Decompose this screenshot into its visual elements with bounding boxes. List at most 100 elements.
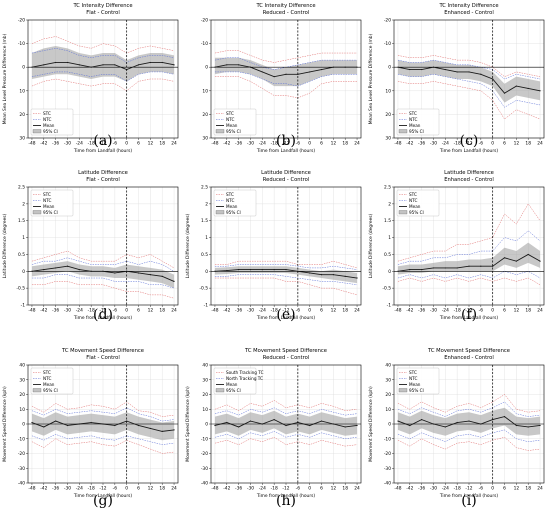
y-tick-label: 40: [19, 363, 25, 369]
mean-point: [55, 267, 57, 269]
mean-point: [273, 76, 275, 78]
legend-label: 95% CI: [43, 210, 58, 215]
x-tick-label: 24: [171, 141, 177, 147]
mean-point: [137, 272, 140, 274]
mean-point: [503, 257, 506, 259]
x-axis-label: Time from Landfall (hours): [73, 315, 133, 321]
y-tick-label: -1: [21, 303, 26, 309]
y-axis-label: Movement Speed Difference (kph): [368, 386, 374, 462]
legend-swatch: [32, 210, 42, 215]
ci-band: [397, 60, 541, 103]
y-tick-label: 30: [19, 377, 25, 383]
y-tick-label: -40: [18, 481, 25, 487]
y-tick-label: 2: [205, 201, 208, 207]
y-tick-label: 0: [388, 269, 391, 275]
mean-point: [173, 280, 175, 282]
ntc-series-lower: [31, 71, 175, 82]
x-tick-label: -48: [211, 486, 218, 492]
y-tick-label: -40: [201, 481, 208, 487]
y-tick-label: 10: [202, 407, 208, 413]
chart-subtitle: Flat - Control: [86, 355, 120, 361]
mean-point: [161, 61, 163, 64]
mean-point: [480, 73, 482, 75]
x-tick-label: -18: [271, 486, 278, 492]
mean-point: [31, 421, 33, 424]
x-tick-label: -18: [454, 486, 461, 492]
y-tick-label: 20: [19, 112, 25, 118]
chart-title: Latitude Difference: [444, 170, 494, 176]
y-tick-label: -20: [384, 18, 391, 24]
x-tick-label: 6: [137, 308, 140, 314]
mean-point: [114, 64, 116, 66]
plot-frame: [27, 19, 179, 139]
chart-title: TC Movement Speed Difference: [61, 348, 144, 354]
ci-band: [214, 410, 358, 436]
x-tick-label: -42: [406, 486, 413, 492]
x-tick-label: 18: [159, 486, 165, 492]
x-tick-label: -48: [394, 141, 401, 147]
stc-series-upper: [214, 50, 358, 63]
mean-point: [332, 274, 334, 276]
y-tick-label: -1: [204, 303, 209, 309]
mean-point: [421, 68, 423, 71]
legend-box: [30, 189, 74, 217]
y-tick-label: 20: [202, 392, 208, 398]
plot-frame: [27, 186, 179, 306]
chart-subtitle: Enhanced - Control: [444, 177, 494, 183]
panel-label: (a): [93, 133, 113, 149]
chart-title: TC Intensity Difference: [72, 3, 132, 9]
x-tick-label: 6: [137, 141, 140, 147]
stc-series-lower: [31, 281, 175, 299]
legend-box: [213, 367, 257, 395]
y-tick-label: 2.5: [201, 185, 208, 191]
x-tick-label: 12: [148, 308, 154, 314]
mean-point: [90, 270, 92, 272]
y-tick-label: 0.5: [201, 252, 208, 258]
legend-label: NTC: [409, 198, 417, 203]
mean-point: [90, 66, 92, 68]
panel-label: (e): [276, 307, 296, 323]
chart-title: Latitude Difference: [261, 170, 311, 176]
y-tick-label: -20: [18, 451, 25, 457]
x-tick-label: -18: [88, 308, 95, 314]
x-tick-label: -48: [394, 308, 401, 314]
x-tick-label: 0: [491, 486, 494, 492]
ntc-series-lower: [31, 434, 175, 445]
ci-band: [31, 261, 175, 289]
mean-point: [480, 423, 482, 425]
x-tick-label: -12: [465, 486, 472, 492]
x-tick-label: -6: [113, 308, 118, 314]
legend-label: STC: [409, 370, 417, 375]
mean-point: [432, 423, 435, 425]
chart-subtitle: Reduced - Control: [263, 177, 309, 183]
y-tick-label: -20: [201, 18, 208, 24]
mean-point: [66, 265, 69, 267]
x-tick-label: -42: [40, 308, 47, 314]
mean-point: [527, 87, 529, 90]
plot-frame: [393, 186, 545, 306]
legend-label: Mean: [409, 382, 421, 387]
x-tick-label: -12: [99, 486, 106, 492]
legend-box: [396, 108, 440, 136]
x-tick-label: 18: [525, 486, 531, 492]
x-tick-label: 24: [354, 141, 360, 147]
x-tick-label: -36: [52, 308, 59, 314]
ntc-series-lower: [214, 71, 358, 87]
mean-point: [78, 269, 80, 271]
mean-point: [320, 274, 323, 276]
chart-subtitle: Enhanced - Control: [444, 355, 494, 361]
x-tick-label: 12: [514, 308, 520, 314]
x-tick-label: -6: [296, 486, 301, 492]
legend-label: 95% CI: [226, 388, 241, 393]
y-axis-label: Movement Speed Difference (kph): [2, 386, 8, 462]
y-tick-label: 30: [202, 377, 208, 383]
x-tick-label: -6: [113, 141, 118, 147]
x-tick-label: 6: [503, 308, 506, 314]
ci-band: [214, 266, 358, 284]
y-axis-label: Latitude Difference (degrees): [368, 213, 374, 278]
x-tick-label: -36: [235, 486, 242, 492]
mean-point: [344, 426, 346, 428]
y-tick-label: 2.5: [18, 185, 25, 191]
mean-point: [31, 66, 33, 68]
